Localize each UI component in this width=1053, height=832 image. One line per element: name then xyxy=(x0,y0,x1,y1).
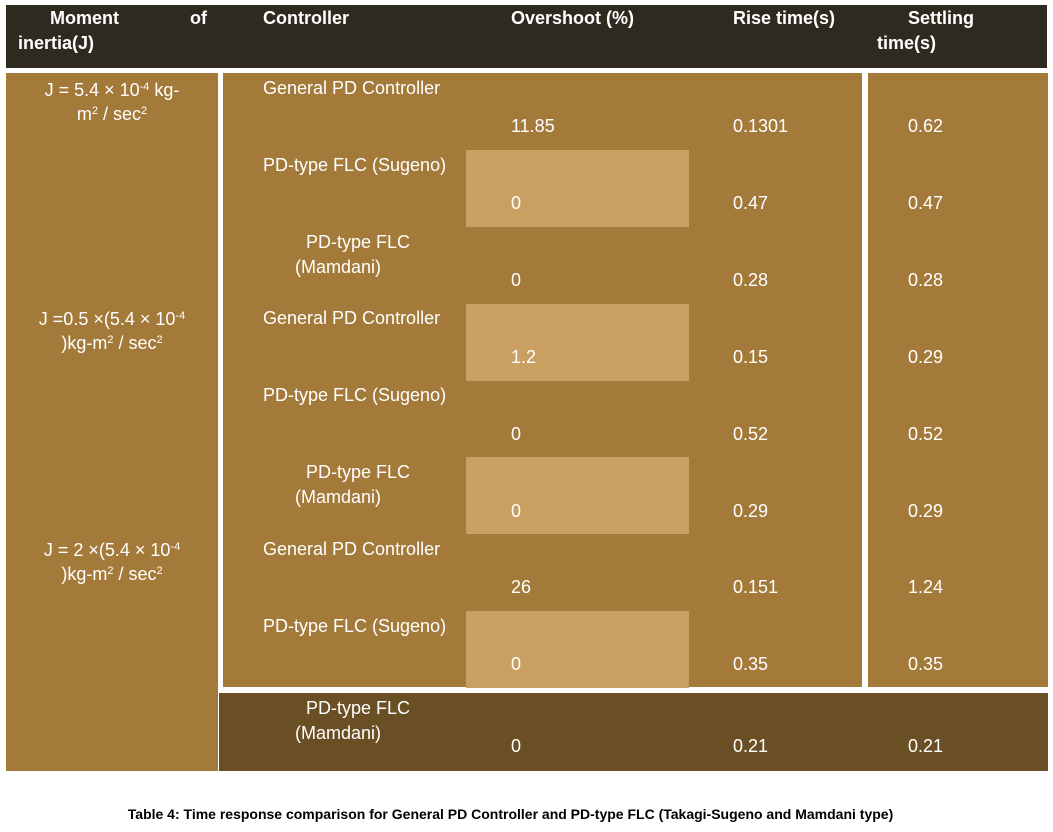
inertia-group-1: J = 5.4 × 10-4 kg- m2 / sec2 xyxy=(44,80,180,124)
controller-cell: PD-type FLC (Sugeno) xyxy=(263,616,447,636)
header-rise-time: Rise time(s) xyxy=(733,8,836,28)
settling-time-cell: 0.52 xyxy=(908,424,944,444)
settling-time-cell: 0.28 xyxy=(908,270,944,290)
overshoot-cell: 0 xyxy=(511,270,522,290)
rise-time-cell: 0.29 xyxy=(733,501,769,521)
table-header xyxy=(6,5,1047,68)
controller-cell-line2: (Mamdani) xyxy=(295,487,382,507)
controller-cell: PD-type FLC xyxy=(306,698,411,718)
highlight-cell xyxy=(466,304,689,381)
overshoot-cell: 0 xyxy=(511,424,522,444)
header-moment: Moment xyxy=(50,8,119,28)
settling-time-cell: 0.47 xyxy=(908,193,944,213)
controller-cell: General PD Controller xyxy=(263,539,441,559)
highlight-cell xyxy=(466,457,689,534)
controller-cell: PD-type FLC (Sugeno) xyxy=(263,385,447,405)
overshoot-cell: 0 xyxy=(511,501,522,521)
inertia-group-3: J = 2 ×(5.4 × 10-4 )kg-m2 / sec2 xyxy=(43,540,181,584)
overshoot-cell: 0 xyxy=(511,654,522,674)
rise-time-cell: 0.151 xyxy=(733,577,779,597)
header-of: of xyxy=(190,8,207,28)
header-inertia: inertia(J) xyxy=(18,33,95,53)
settling-time-cell: 0.62 xyxy=(908,116,944,136)
overshoot-cell: 0 xyxy=(511,193,522,213)
rise-time-cell: 0.47 xyxy=(733,193,769,213)
table-caption: Table 4: Time response comparison for Ge… xyxy=(127,806,894,822)
settling-data-block xyxy=(868,73,1048,687)
controller-cell: PD-type FLC xyxy=(306,462,411,482)
overshoot-cell: 1.2 xyxy=(511,347,537,367)
rise-time-cell: 0.15 xyxy=(733,347,769,367)
overshoot-cell: 26 xyxy=(511,577,532,597)
controller-cell: General PD Controller xyxy=(263,78,441,98)
controller-cell-line2: (Mamdani) xyxy=(295,257,382,277)
overshoot-cell: 0 xyxy=(511,736,522,756)
settling-time-cell: 0.21 xyxy=(908,736,944,756)
rise-time-cell: 0.28 xyxy=(733,270,769,290)
highlight-cell xyxy=(466,611,689,688)
last-row-block xyxy=(219,693,1048,771)
rise-time-cell: 0.1301 xyxy=(733,116,789,136)
header-overshoot: Overshoot (%) xyxy=(511,8,635,28)
rise-time-cell: 0.52 xyxy=(733,424,769,444)
header-settling: Settling xyxy=(908,8,974,28)
controller-cell: General PD Controller xyxy=(263,308,441,328)
controller-cell: PD-type FLC (Sugeno) xyxy=(263,155,447,175)
rise-time-cell: 0.35 xyxy=(733,654,769,674)
header-settling-unit: time(s) xyxy=(877,33,937,53)
settling-time-cell: 0.29 xyxy=(908,501,944,521)
settling-time-cell: 0.35 xyxy=(908,654,944,674)
inertia-group-2: J =0.5 ×(5.4 × 10-4 )kg-m2 / sec2 xyxy=(38,309,186,353)
controller-cell: PD-type FLC xyxy=(306,232,411,252)
highlight-cell xyxy=(466,150,689,227)
settling-time-cell: 0.29 xyxy=(908,347,944,367)
rise-time-cell: 0.21 xyxy=(733,736,769,756)
inertia-column xyxy=(6,73,218,771)
settling-time-cell: 1.24 xyxy=(908,577,944,597)
overshoot-cell: 11.85 xyxy=(511,116,555,136)
controller-cell-line2: (Mamdani) xyxy=(295,723,382,743)
header-controller: Controller xyxy=(263,8,350,28)
